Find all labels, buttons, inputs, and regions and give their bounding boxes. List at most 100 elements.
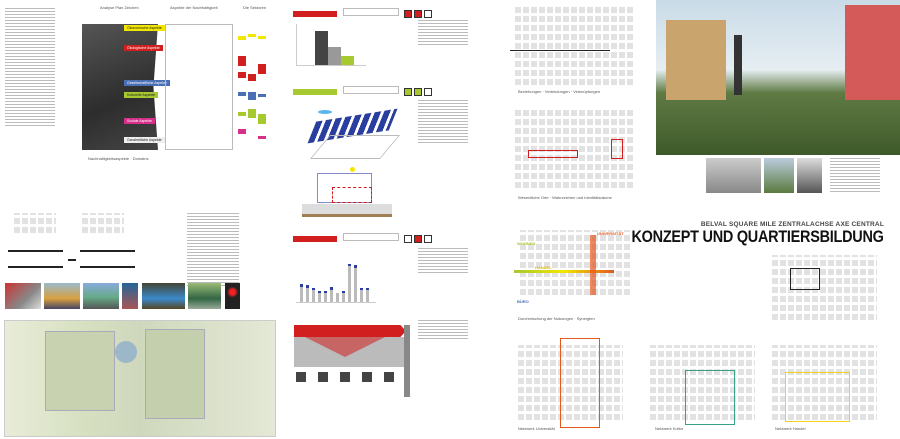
aspect-oekonomisch: Ökonomische Aspekte [124,25,165,31]
landmark-red-area [611,139,623,159]
caption-network-univ: Netzwerk Universität [518,426,555,431]
map-network-univ [518,345,623,420]
caption-network-handel: Netzwerk Handel [775,426,806,431]
person-icon-3 [414,235,422,243]
bar [330,287,333,302]
water-icon-3 [424,235,432,243]
mountain-icon-2 [404,88,412,96]
bar [324,291,327,302]
tag-red-2 [293,236,337,242]
photo-5 [142,283,185,309]
bar-gray [328,47,341,65]
text-2 [418,100,468,143]
map-landmarks [515,108,635,188]
relations-axis [510,50,610,51]
bar [312,288,315,302]
scheme-before [14,213,56,233]
map-network-handel [772,345,877,420]
aspect-gesellschaftlich: Gesellschaftliche Aspekte [124,80,170,86]
bar [360,288,363,302]
caption-network-kultur: Netzwerk Kultur [655,426,684,431]
network-handel-lines [785,372,850,422]
person-icon-2 [414,88,422,96]
caption-relations: Beziehungen · Verbindungen · Verknüpfung… [518,89,601,94]
detail-photo-2 [764,158,794,193]
photo-4 [122,283,138,309]
bar [342,291,345,302]
water-icon [424,10,432,18]
person-icon [414,10,422,18]
landmark-red-route [528,150,578,158]
tag-green [293,89,337,95]
bar-chart-2 [296,255,376,303]
red-banner [294,325,406,337]
bar [306,285,309,302]
water-icon-2 [424,88,432,96]
bar-dark [315,31,328,65]
page-subtitle: BELVAL SQUARE MILE ZENTRALACHSE AXE CENT… [700,221,884,228]
header-sektoren: Die Sektoren [243,5,267,10]
aspects-list [165,24,233,150]
text-1 [418,20,468,45]
label-buero: BÜRO [517,299,529,304]
text-3 [418,248,468,273]
sector-matrix [237,24,267,144]
detail-photo-3 [797,158,822,193]
concept-text [187,213,239,286]
bar [366,288,369,302]
label-wohnen: WOHNEN [517,241,536,246]
header-aspekte: Aspekte der Nachhaltigkeit [170,5,218,10]
photo-3 [83,283,119,309]
text-4 [418,320,468,339]
header-analyse: Analyse Plan Zeichen [100,5,139,10]
bar [336,293,339,302]
network-univ-lines [560,338,600,428]
mountain-icon-3 [404,235,412,243]
scheme-after [82,213,124,233]
aspect-kulturell: Kulturelle Aspekte [124,92,159,98]
detail-text [830,158,880,192]
render-image [656,0,900,155]
photo-7 [225,283,240,309]
photo-2 [44,283,80,309]
photo-1 [5,283,41,309]
aspect-sozial: Soziale Aspekte [124,118,155,124]
caption-uses: Durchmischung der Nutzungen · Synergien [518,316,595,321]
bar [348,264,351,302]
map-concept [772,255,877,320]
phase-boxes [296,372,396,382]
aspect-oekologisch: Ökologische Aspekte [124,45,163,51]
label-universitaet: UNIVERSITÄT [597,231,624,236]
cloud-shape [318,110,332,114]
gray-strip [404,325,410,397]
matrix-caption: Nachhaltigkeitsaspekte · Domains [88,156,149,161]
network-kultur-lines [685,370,735,425]
bar [354,265,357,302]
bar-green [341,56,354,65]
uses-axis [514,270,614,273]
energy-section [302,165,392,217]
concept-outline [790,268,820,290]
arrow-icon [68,259,76,261]
uses-univ-bar [590,235,596,295]
analysis-image [82,24,158,150]
page-title: KONZEPT UND QUARTIERSBILDUNG [631,227,884,246]
aspect-ganzheitlich: Ganzheitliche Aspekte [124,137,165,143]
intro-text [5,8,55,126]
topic-box-1 [343,8,399,16]
section-before [8,250,63,268]
mountain-icon [404,10,412,18]
bar-chart-1 [296,24,366,66]
topic-box-3 [343,233,399,241]
map-relations [515,5,635,85]
map-uses [520,230,630,295]
topic-box-2 [343,86,399,94]
tag-red-1 [293,11,337,17]
caption-landmarks: Wesentliche Orte · Wahrzeichen und Ident… [518,195,612,200]
section-after [80,250,135,268]
photo-6 [188,283,221,309]
bar [318,291,321,302]
site-plan [4,320,276,437]
label-handel: HANDEL [535,265,552,270]
detail-photo-1 [706,158,761,193]
